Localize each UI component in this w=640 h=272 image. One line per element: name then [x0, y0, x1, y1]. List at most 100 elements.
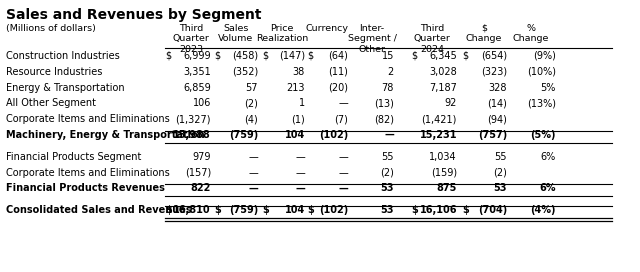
Text: $: $ — [262, 205, 269, 215]
Text: Consolidated Sales and Revenues: Consolidated Sales and Revenues — [6, 205, 191, 215]
Text: Machinery, Energy & Transportation: Machinery, Energy & Transportation — [6, 130, 205, 140]
Text: —: — — [384, 130, 394, 140]
Text: (704): (704) — [477, 205, 507, 215]
Text: (7): (7) — [334, 114, 348, 124]
Text: $: $ — [214, 51, 220, 61]
Text: 6,859: 6,859 — [183, 83, 211, 92]
Text: (10%): (10%) — [527, 67, 556, 77]
Text: (11): (11) — [328, 67, 348, 77]
Text: Price
Realization: Price Realization — [256, 24, 308, 44]
Text: (759): (759) — [228, 205, 258, 215]
Text: (1,327): (1,327) — [175, 114, 211, 124]
Text: 15: 15 — [381, 51, 394, 61]
Text: Construction Industries: Construction Industries — [6, 51, 120, 61]
Text: 53: 53 — [381, 183, 394, 193]
Text: (2): (2) — [493, 168, 507, 178]
Text: 6%: 6% — [540, 183, 556, 193]
Text: (159): (159) — [431, 168, 457, 178]
Text: Corporate Items and Eliminations: Corporate Items and Eliminations — [6, 168, 170, 178]
Text: (654): (654) — [481, 51, 507, 61]
Text: 57: 57 — [246, 83, 258, 92]
Text: —: — — [295, 183, 305, 193]
Text: $: $ — [462, 205, 468, 215]
Text: $: $ — [411, 51, 417, 61]
Text: 55: 55 — [381, 152, 394, 162]
Text: (757): (757) — [477, 130, 507, 140]
Text: $: $ — [165, 205, 172, 215]
Text: 1: 1 — [299, 98, 305, 109]
Text: 213: 213 — [287, 83, 305, 92]
Text: 1,034: 1,034 — [429, 152, 457, 162]
Text: Sales
Volume: Sales Volume — [218, 24, 253, 44]
Text: 3,028: 3,028 — [429, 67, 457, 77]
Text: 16,106: 16,106 — [419, 205, 457, 215]
Text: (147): (147) — [279, 51, 305, 61]
Text: (102): (102) — [319, 205, 348, 215]
Text: (4): (4) — [244, 114, 258, 124]
Text: (94): (94) — [487, 114, 507, 124]
Text: Third
Quarter
2024: Third Quarter 2024 — [413, 24, 451, 54]
Text: $: $ — [307, 205, 314, 215]
Text: $: $ — [262, 51, 268, 61]
Text: (14): (14) — [487, 98, 507, 109]
Text: 6,345: 6,345 — [429, 51, 457, 61]
Text: 5%: 5% — [541, 83, 556, 92]
Text: (2): (2) — [244, 98, 258, 109]
Text: 328: 328 — [488, 83, 507, 92]
Text: Corporate Items and Eliminations: Corporate Items and Eliminations — [6, 114, 170, 124]
Text: 106: 106 — [193, 98, 211, 109]
Text: (Millions of dollars): (Millions of dollars) — [6, 24, 96, 33]
Text: (5%): (5%) — [531, 130, 556, 140]
Text: Inter-
Segment /
Other: Inter- Segment / Other — [348, 24, 397, 54]
Text: —: — — [248, 168, 258, 178]
Text: (352): (352) — [232, 67, 258, 77]
Text: 2: 2 — [388, 67, 394, 77]
Text: Resource Industries: Resource Industries — [6, 67, 102, 77]
Text: (458): (458) — [232, 51, 258, 61]
Text: (2): (2) — [380, 168, 394, 178]
Text: $
Change: $ Change — [466, 24, 502, 44]
Text: (9%): (9%) — [533, 51, 556, 61]
Text: (64): (64) — [328, 51, 348, 61]
Text: Currency: Currency — [305, 24, 349, 33]
Text: 53: 53 — [493, 183, 507, 193]
Text: 15,231: 15,231 — [419, 130, 457, 140]
Text: (20): (20) — [328, 83, 348, 92]
Text: 6,999: 6,999 — [184, 51, 211, 61]
Text: 822: 822 — [191, 183, 211, 193]
Text: —: — — [339, 152, 348, 162]
Text: $: $ — [307, 51, 313, 61]
Text: —: — — [248, 152, 258, 162]
Text: Third
Quarter
2023: Third Quarter 2023 — [173, 24, 209, 54]
Text: Financial Products Segment: Financial Products Segment — [6, 152, 141, 162]
Text: 78: 78 — [381, 83, 394, 92]
Text: Energy & Transportation: Energy & Transportation — [6, 83, 125, 92]
Text: (4%): (4%) — [531, 205, 556, 215]
Text: (1): (1) — [291, 114, 305, 124]
Text: 3,351: 3,351 — [183, 67, 211, 77]
Text: (759): (759) — [228, 130, 258, 140]
Text: $: $ — [214, 205, 221, 215]
Text: 875: 875 — [436, 183, 457, 193]
Text: (1,421): (1,421) — [422, 114, 457, 124]
Text: 15,988: 15,988 — [173, 130, 211, 140]
Text: —: — — [339, 168, 348, 178]
Text: 979: 979 — [193, 152, 211, 162]
Text: 6%: 6% — [541, 152, 556, 162]
Text: 104: 104 — [285, 205, 305, 215]
Text: 16,810: 16,810 — [173, 205, 211, 215]
Text: Financial Products Revenues: Financial Products Revenues — [6, 183, 165, 193]
Text: (13): (13) — [374, 98, 394, 109]
Text: —: — — [295, 152, 305, 162]
Text: $: $ — [462, 51, 468, 61]
Text: (157): (157) — [185, 168, 211, 178]
Text: All Other Segment: All Other Segment — [6, 98, 96, 109]
Text: 53: 53 — [381, 205, 394, 215]
Text: (13%): (13%) — [527, 98, 556, 109]
Text: $: $ — [411, 205, 418, 215]
Text: —: — — [339, 98, 348, 109]
Text: 104: 104 — [285, 130, 305, 140]
Text: $: $ — [165, 51, 171, 61]
Text: Sales and Revenues by Segment: Sales and Revenues by Segment — [6, 8, 262, 22]
Text: (82): (82) — [374, 114, 394, 124]
